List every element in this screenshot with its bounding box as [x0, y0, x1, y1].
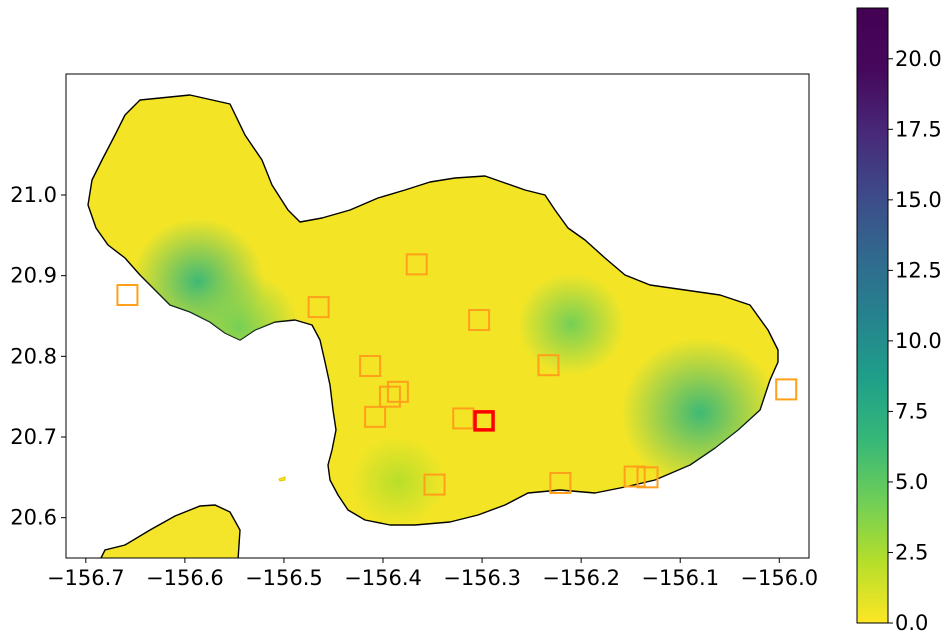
- islet: [278, 476, 286, 482]
- y-tick-label: 20.8: [10, 344, 57, 368]
- station-marker: [452, 407, 475, 430]
- station-marker: [181, 4, 201, 24]
- colorbar-tick-label: 15.0: [895, 188, 942, 212]
- station-marker: [307, 296, 330, 319]
- y-tick-label: 20.6: [10, 506, 57, 530]
- y-axis: 20.6 20.7 20.8 20.9 21.0: [10, 183, 66, 530]
- station-marker: [116, 284, 139, 307]
- y-tick-label: 21.0: [10, 183, 57, 207]
- station-marker: [775, 378, 798, 401]
- highlighted-station-marker: [473, 410, 495, 432]
- station-marker: [468, 309, 491, 332]
- colorbar-tick-label: 10.0: [895, 329, 942, 353]
- station-marker: [386, 380, 409, 403]
- station-marker: [549, 471, 572, 494]
- station-marker: [364, 405, 387, 428]
- colorbar-gradient: [856, 7, 889, 624]
- colorbar-tick-label: 17.5: [895, 117, 942, 141]
- colorbar-tick-label: 7.5: [895, 399, 928, 423]
- colorbar-tick-label: 20.0: [895, 47, 942, 71]
- station-markers: [116, 4, 798, 496]
- station-marker: [378, 385, 401, 408]
- station-marker: [623, 465, 646, 488]
- y-tick-label: 20.9: [10, 264, 57, 288]
- colorbar-tick-label: 5.0: [895, 470, 928, 494]
- station-marker: [636, 466, 659, 489]
- axes-frame: [65, 73, 810, 559]
- x-tick-label: −156.2: [542, 566, 620, 590]
- station-marker: [405, 253, 428, 276]
- x-tick-label: −156.7: [47, 566, 125, 590]
- x-tick-label: −156.4: [344, 566, 422, 590]
- x-tick-label: −156.0: [740, 566, 818, 590]
- x-tick-label: −156.6: [146, 566, 224, 590]
- field-hotspot: [517, 273, 625, 376]
- x-tick-label: −156.3: [443, 566, 521, 590]
- station-marker: [423, 473, 446, 496]
- colorbar-tick-label: 2.5: [895, 540, 928, 564]
- y-tick-label: 20.7: [10, 425, 57, 449]
- station-marker: [359, 355, 382, 378]
- x-tick-label: −156.5: [245, 566, 323, 590]
- x-axis: −156.7 −156.6 −156.5 −156.4 −156.3 −156.2 −156…: [47, 558, 818, 590]
- colorbar: 0.0 2.5 5.0 7.5 10.0 12.5 15.0 17.5 20.0: [856, 7, 942, 635]
- island-south-fragment: [100, 504, 241, 558]
- field-hotspot: [350, 436, 446, 525]
- station-marker: [537, 354, 560, 377]
- colorbar-tick-label: 0.0: [895, 611, 928, 635]
- x-tick-label: −156.1: [641, 566, 719, 590]
- colorbar-tick-label: 12.5: [895, 258, 942, 282]
